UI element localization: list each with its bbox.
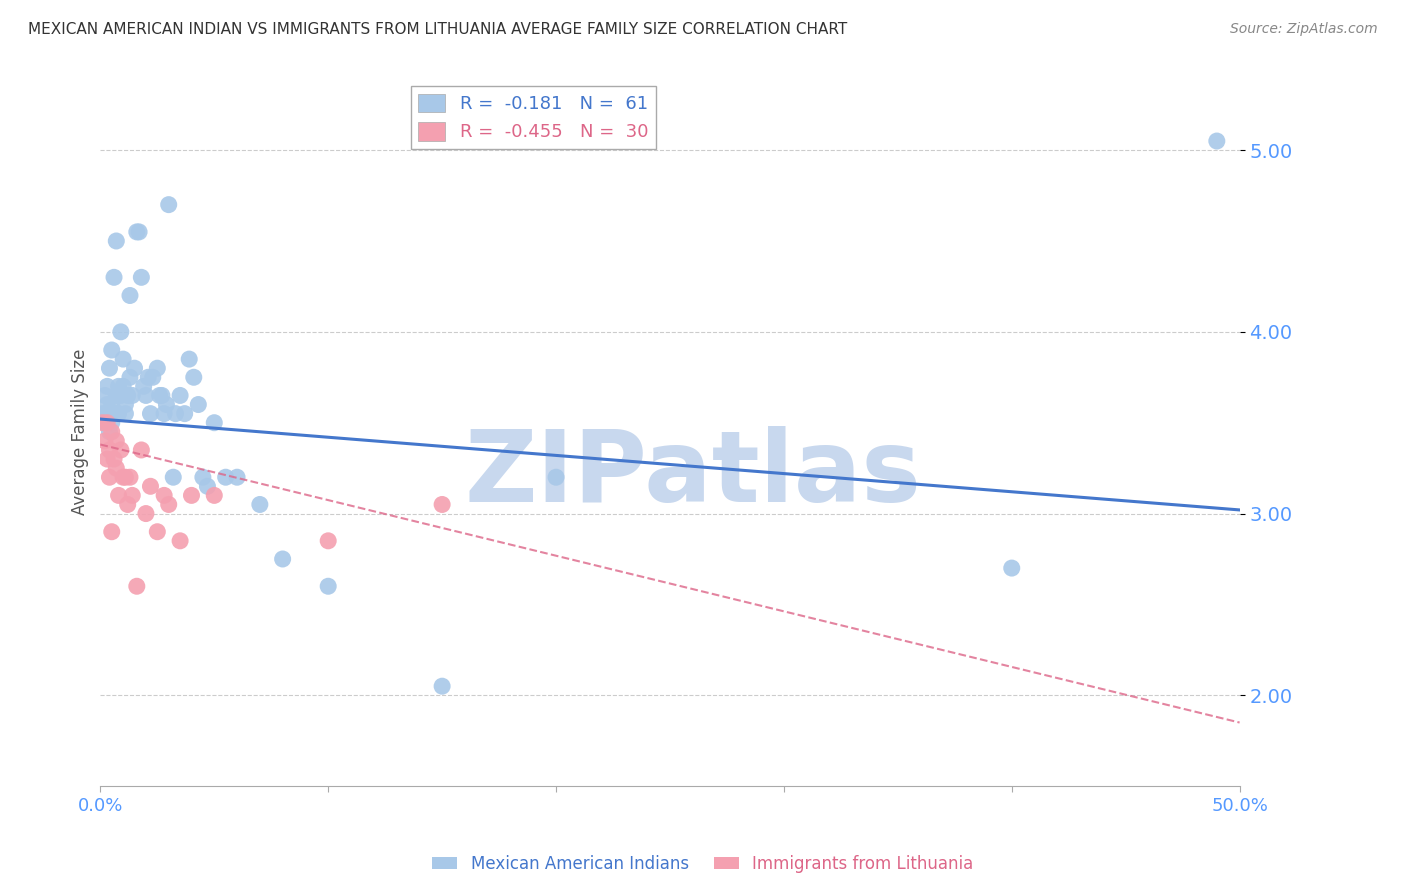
Point xyxy=(128,225,150,239)
Point xyxy=(98,425,121,439)
Point xyxy=(91,407,114,421)
Point xyxy=(169,388,191,402)
Point xyxy=(150,388,173,402)
Point xyxy=(103,270,125,285)
Point xyxy=(1001,561,1024,575)
Point xyxy=(100,524,122,539)
Point xyxy=(114,407,136,421)
Point xyxy=(100,425,122,439)
Point xyxy=(100,416,122,430)
Point xyxy=(118,370,141,384)
Point xyxy=(118,470,141,484)
Y-axis label: Average Family Size: Average Family Size xyxy=(72,349,89,515)
Point xyxy=(114,398,136,412)
Point xyxy=(139,479,162,493)
Point xyxy=(110,442,132,457)
Point xyxy=(1205,134,1227,148)
Point xyxy=(162,470,184,484)
Legend: Mexican American Indians, Immigrants from Lithuania: Mexican American Indians, Immigrants fro… xyxy=(426,848,980,880)
Point xyxy=(96,379,118,393)
Point xyxy=(157,197,180,211)
Point xyxy=(316,579,339,593)
Point xyxy=(110,388,132,402)
Point xyxy=(96,416,118,430)
Point xyxy=(112,379,135,393)
Point xyxy=(125,225,148,239)
Point xyxy=(197,479,219,493)
Point xyxy=(173,407,195,421)
Point xyxy=(121,388,143,402)
Point xyxy=(132,379,155,393)
Point xyxy=(94,416,117,430)
Point xyxy=(96,452,118,467)
Text: MEXICAN AMERICAN INDIAN VS IMMIGRANTS FROM LITHUANIA AVERAGE FAMILY SIZE CORRELA: MEXICAN AMERICAN INDIAN VS IMMIGRANTS FR… xyxy=(28,22,848,37)
Point xyxy=(179,352,201,367)
Point xyxy=(202,488,225,502)
Point xyxy=(94,388,117,402)
Point xyxy=(118,288,141,302)
Point xyxy=(155,398,177,412)
Text: ZIPatlas: ZIPatlas xyxy=(464,425,921,523)
Point xyxy=(125,579,148,593)
Point xyxy=(153,488,176,502)
Point xyxy=(139,407,162,421)
Point xyxy=(191,470,214,484)
Point xyxy=(96,407,118,421)
Point xyxy=(105,234,128,248)
Point xyxy=(121,488,143,502)
Point xyxy=(180,488,202,502)
Point xyxy=(100,343,122,357)
Point xyxy=(98,361,121,376)
Point xyxy=(103,407,125,421)
Point xyxy=(136,370,159,384)
Point xyxy=(142,370,165,384)
Point xyxy=(114,470,136,484)
Point xyxy=(131,270,153,285)
Point xyxy=(146,361,169,376)
Point xyxy=(226,470,249,484)
Point xyxy=(316,533,339,548)
Point xyxy=(96,398,118,412)
Point xyxy=(105,388,128,402)
Point xyxy=(117,388,139,402)
Point xyxy=(112,470,135,484)
Point xyxy=(202,416,225,430)
Point xyxy=(165,407,187,421)
Point xyxy=(157,498,180,512)
Point xyxy=(430,498,453,512)
Point xyxy=(544,470,567,484)
Point xyxy=(187,398,209,412)
Point xyxy=(103,452,125,467)
Point xyxy=(98,442,121,457)
Point xyxy=(249,498,271,512)
Point xyxy=(169,533,191,548)
Point xyxy=(100,398,122,412)
Point xyxy=(105,434,128,448)
Point xyxy=(112,352,135,367)
Legend: R =  -0.181   N =  61, R =  -0.455   N =  30: R = -0.181 N = 61, R = -0.455 N = 30 xyxy=(411,87,655,149)
Point xyxy=(124,361,146,376)
Point xyxy=(271,552,294,566)
Point xyxy=(105,461,128,475)
Point xyxy=(117,498,139,512)
Text: Source: ZipAtlas.com: Source: ZipAtlas.com xyxy=(1230,22,1378,37)
Point xyxy=(91,416,114,430)
Point xyxy=(183,370,205,384)
Point xyxy=(153,407,176,421)
Point xyxy=(98,470,121,484)
Point xyxy=(110,325,132,339)
Point xyxy=(135,388,157,402)
Point xyxy=(149,388,172,402)
Point xyxy=(146,524,169,539)
Point xyxy=(430,679,453,693)
Point xyxy=(107,407,129,421)
Point xyxy=(131,442,153,457)
Point xyxy=(107,379,129,393)
Point xyxy=(107,488,129,502)
Point xyxy=(94,434,117,448)
Point xyxy=(215,470,238,484)
Point xyxy=(135,507,157,521)
